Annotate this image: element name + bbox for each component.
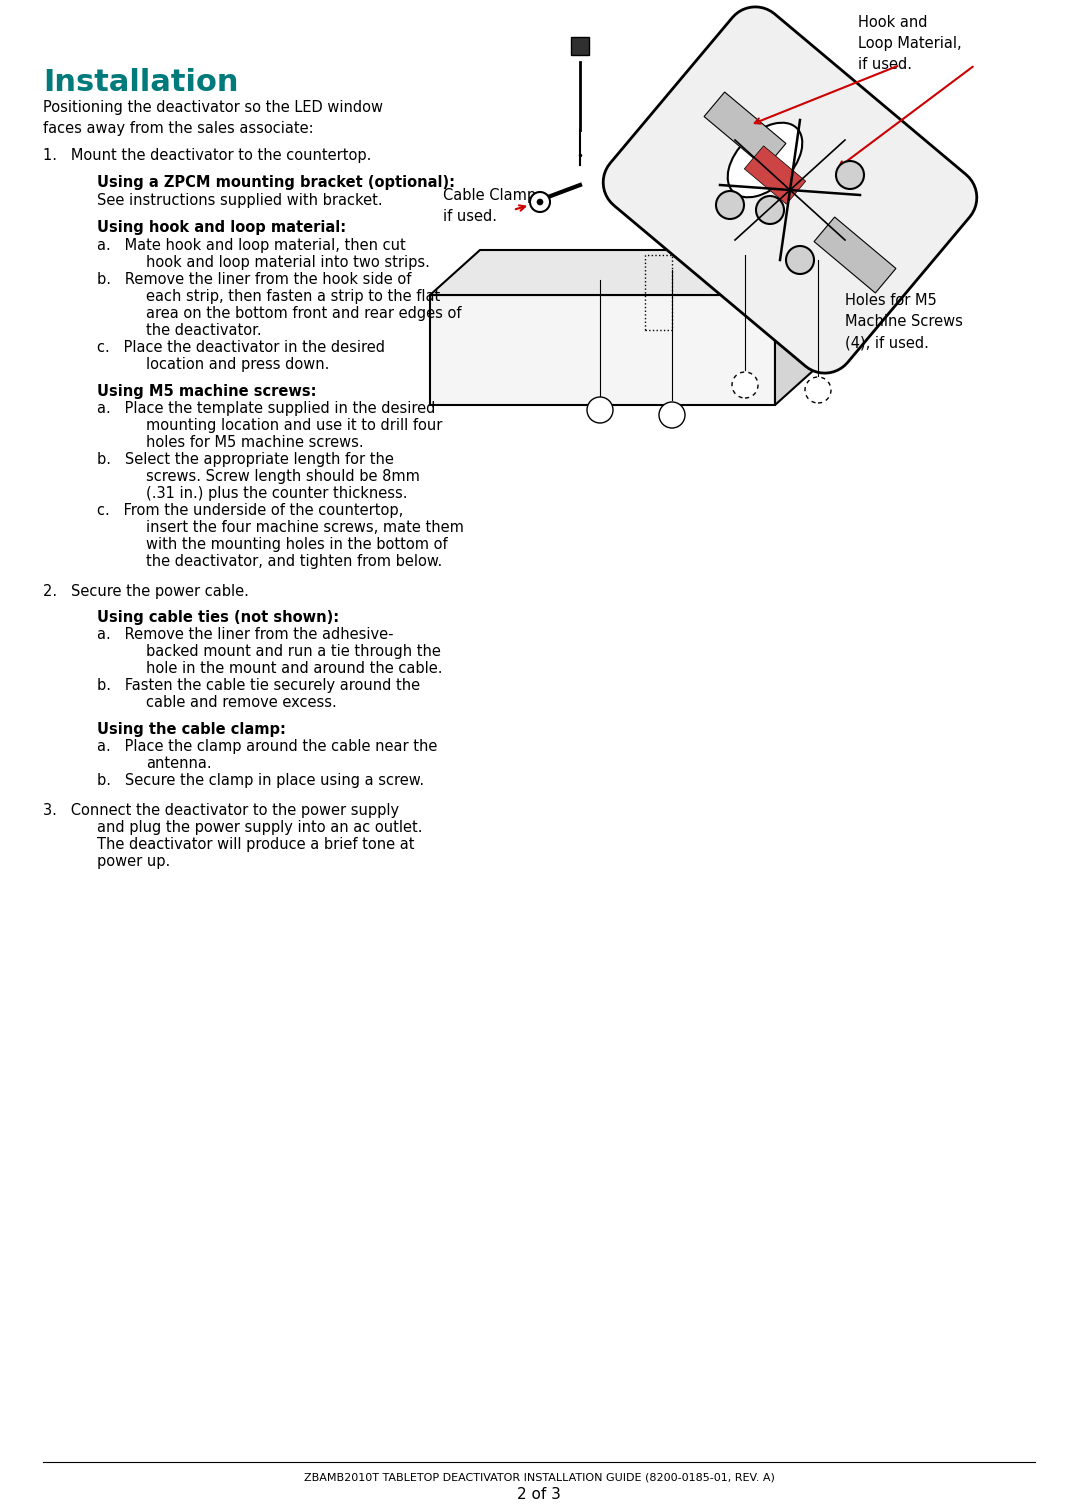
Text: Using the cable clamp:: Using the cable clamp: <box>97 722 286 737</box>
Text: hole in the mount and around the cable.: hole in the mount and around the cable. <box>146 662 442 677</box>
Text: b.   Select the appropriate length for the: b. Select the appropriate length for the <box>97 452 393 467</box>
Text: power up.: power up. <box>97 854 170 870</box>
Bar <box>645 255 672 330</box>
Circle shape <box>837 161 863 188</box>
Circle shape <box>659 402 685 428</box>
Text: See instructions supplied with bracket.: See instructions supplied with bracket. <box>97 193 383 208</box>
Text: a.   Place the clamp around the cable near the: a. Place the clamp around the cable near… <box>97 738 438 754</box>
Text: Using M5 machine screws:: Using M5 machine screws: <box>97 384 317 399</box>
Text: each strip, then fasten a strip to the flat: each strip, then fasten a strip to the f… <box>146 289 440 304</box>
Text: mounting location and use it to drill four: mounting location and use it to drill fo… <box>146 417 442 433</box>
Text: 2.   Secure the power cable.: 2. Secure the power cable. <box>43 585 249 598</box>
Text: 3.   Connect the deactivator to the power supply: 3. Connect the deactivator to the power … <box>43 803 399 818</box>
Polygon shape <box>430 295 775 405</box>
Text: the deactivator, and tighten from below.: the deactivator, and tighten from below. <box>146 555 442 570</box>
Text: b.   Secure the clamp in place using a screw.: b. Secure the clamp in place using a scr… <box>97 773 424 788</box>
Text: and plug the power supply into an ac outlet.: and plug the power supply into an ac out… <box>97 820 423 835</box>
Text: a.   Place the template supplied in the desired: a. Place the template supplied in the de… <box>97 401 436 416</box>
Circle shape <box>805 377 831 402</box>
Text: a.   Remove the liner from the adhesive-: a. Remove the liner from the adhesive- <box>97 627 393 642</box>
Text: Positioning the deactivator so the LED window
faces away from the sales associat: Positioning the deactivator so the LED w… <box>43 99 383 136</box>
Text: cable and remove excess.: cable and remove excess. <box>146 695 336 710</box>
Text: location and press down.: location and press down. <box>146 357 330 372</box>
Text: Using a ZPCM mounting bracket (optional):: Using a ZPCM mounting bracket (optional)… <box>97 175 455 190</box>
Text: area on the bottom front and rear edges of: area on the bottom front and rear edges … <box>146 306 461 321</box>
Text: with the mounting holes in the bottom of: with the mounting holes in the bottom of <box>146 536 447 552</box>
Text: a.   Mate hook and loop material, then cut: a. Mate hook and loop material, then cut <box>97 238 405 253</box>
Circle shape <box>530 191 550 212</box>
Circle shape <box>716 191 744 219</box>
Ellipse shape <box>728 122 802 197</box>
Circle shape <box>756 196 784 225</box>
Text: Cable Clamp,
if used.: Cable Clamp, if used. <box>443 188 541 225</box>
Text: Installation: Installation <box>43 68 238 96</box>
Text: (.31 in.) plus the counter thickness.: (.31 in.) plus the counter thickness. <box>146 485 407 500</box>
Polygon shape <box>604 8 977 374</box>
Text: ZBAMB2010T TABLETOP DEACTIVATOR INSTALLATION GUIDE (8200-0185-01, REV. A): ZBAMB2010T TABLETOP DEACTIVATOR INSTALLA… <box>304 1472 774 1481</box>
Text: antenna.: antenna. <box>146 757 211 772</box>
Text: b.   Remove the liner from the hook side of: b. Remove the liner from the hook side o… <box>97 271 412 286</box>
Text: hook and loop material into two strips.: hook and loop material into two strips. <box>146 255 430 270</box>
Polygon shape <box>704 92 786 167</box>
Text: c.   From the underside of the countertop,: c. From the underside of the countertop, <box>97 503 403 518</box>
Circle shape <box>588 396 613 423</box>
Text: Using cable ties (not shown):: Using cable ties (not shown): <box>97 610 340 625</box>
Bar <box>571 38 589 54</box>
Text: the deactivator.: the deactivator. <box>146 322 262 338</box>
Text: holes for M5 machine screws.: holes for M5 machine screws. <box>146 436 363 451</box>
Circle shape <box>732 372 758 398</box>
Text: Using hook and loop material:: Using hook and loop material: <box>97 220 346 235</box>
Polygon shape <box>814 217 896 292</box>
Text: b.   Fasten the cable tie securely around the: b. Fasten the cable tie securely around … <box>97 678 420 693</box>
Text: The deactivator will produce a brief tone at: The deactivator will produce a brief ton… <box>97 836 415 851</box>
Polygon shape <box>430 250 825 295</box>
Text: c.   Place the deactivator in the desired: c. Place the deactivator in the desired <box>97 341 385 356</box>
Polygon shape <box>744 146 805 203</box>
Text: screws. Screw length should be 8mm: screws. Screw length should be 8mm <box>146 469 419 484</box>
Text: Holes for M5
Machine Screws
(4), if used.: Holes for M5 Machine Screws (4), if used… <box>845 292 963 350</box>
Text: insert the four machine screws, mate them: insert the four machine screws, mate the… <box>146 520 464 535</box>
Text: backed mount and run a tie through the: backed mount and run a tie through the <box>146 643 441 659</box>
Circle shape <box>537 199 543 205</box>
Text: Hook and
Loop Material,
if used.: Hook and Loop Material, if used. <box>858 15 962 72</box>
Polygon shape <box>775 250 825 405</box>
Text: 2 of 3: 2 of 3 <box>517 1487 561 1502</box>
Text: 1.   Mount the deactivator to the countertop.: 1. Mount the deactivator to the countert… <box>43 148 372 163</box>
Circle shape <box>786 246 814 274</box>
